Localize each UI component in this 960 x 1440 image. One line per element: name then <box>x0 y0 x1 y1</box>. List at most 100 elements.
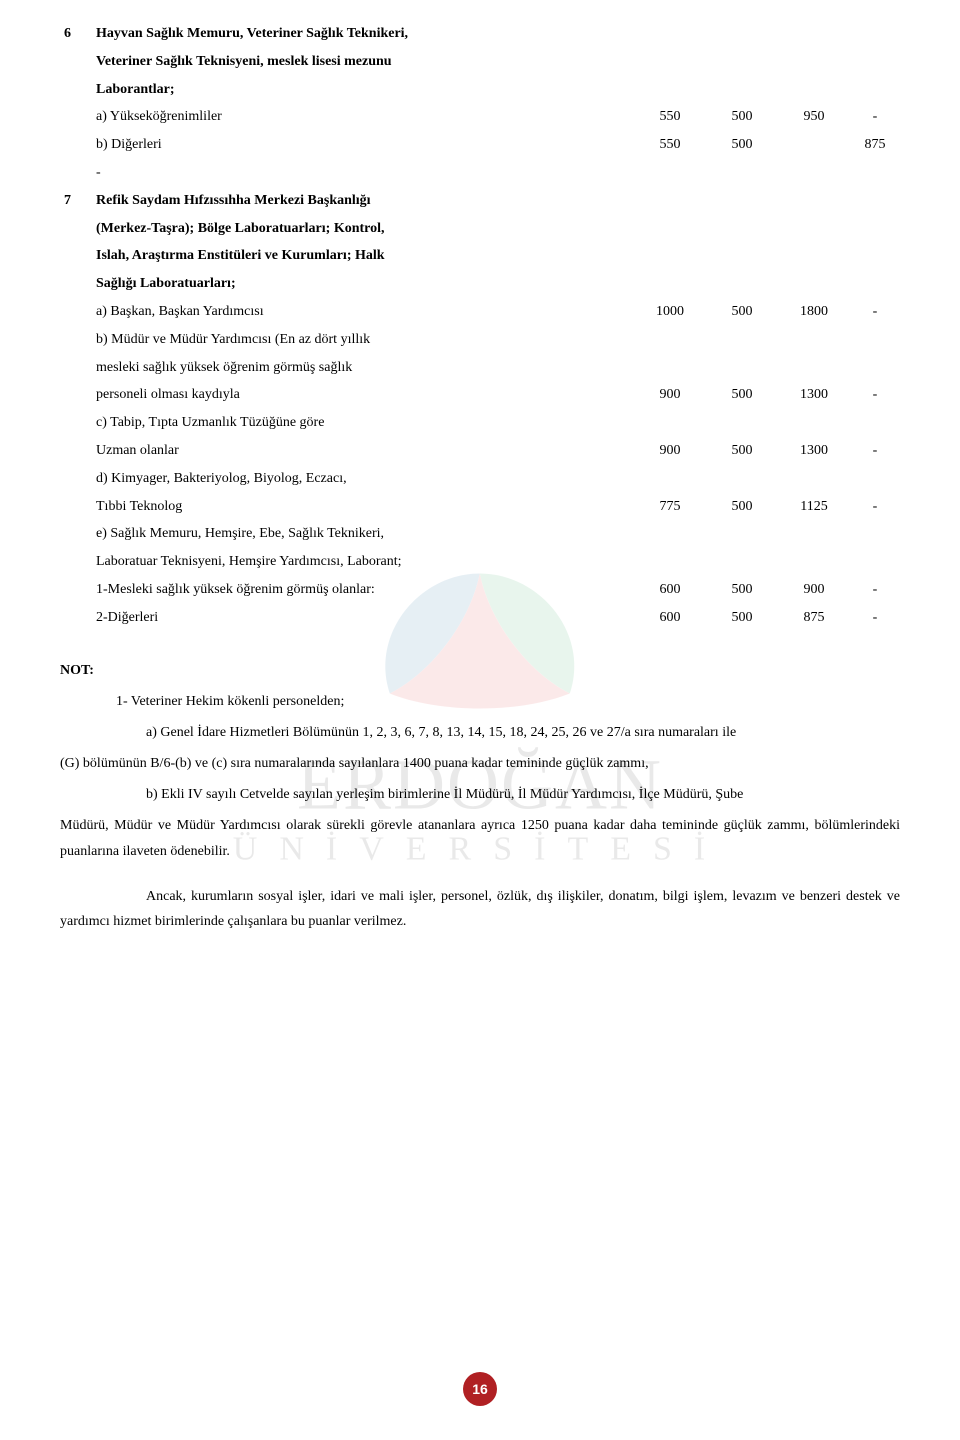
row-index <box>60 409 92 437</box>
row-value <box>634 20 706 48</box>
notes-line-a: a) Genel İdare Hizmetleri Bölümünün 1, 2… <box>60 720 900 745</box>
notes-line-1: 1- Veteriner Hekim kökenli personelden; <box>60 689 900 714</box>
row-value <box>706 20 778 48</box>
row-value <box>634 354 706 382</box>
row-value <box>706 187 778 215</box>
row-index <box>60 354 92 382</box>
row-value <box>634 187 706 215</box>
table-row: a) Yükseköğrenimliler550500950- <box>60 103 900 131</box>
row-value <box>634 326 706 354</box>
table-row: c) Tabip, Tıpta Uzmanlık Tüzüğüne göre <box>60 409 900 437</box>
row-value <box>634 48 706 76</box>
row-value: - <box>850 103 900 131</box>
row-description: personeli olması kaydıyla <box>92 381 634 409</box>
row-value <box>634 270 706 298</box>
row-description: Hayvan Sağlık Memuru, Veteriner Sağlık T… <box>92 20 634 48</box>
table-row: b) Diğerleri550500875 <box>60 131 900 159</box>
row-value <box>778 520 850 548</box>
row-index: 7 <box>60 187 92 215</box>
table-row: mesleki sağlık yüksek öğrenim görmüş sağ… <box>60 354 900 382</box>
row-value <box>778 131 850 159</box>
row-value: - <box>850 604 900 632</box>
row-index <box>60 242 92 270</box>
row-description: Uzman olanlar <box>92 437 634 465</box>
table-row: b) Müdür ve Müdür Yardımcısı (En az dört… <box>60 326 900 354</box>
row-description: - <box>92 159 634 187</box>
row-index <box>60 437 92 465</box>
page-content: 6Hayvan Sağlık Memuru, Veteriner Sağlık … <box>60 20 900 934</box>
row-value: - <box>850 493 900 521</box>
row-value <box>706 326 778 354</box>
row-value: 500 <box>706 103 778 131</box>
table-row: e) Sağlık Memuru, Hemşire, Ebe, Sağlık T… <box>60 520 900 548</box>
table-row: d) Kimyager, Bakteriyolog, Biyolog, Ecza… <box>60 465 900 493</box>
row-index <box>60 215 92 243</box>
notes-line-b2: Müdürü, Müdür ve Müdür Yardımcısı olarak… <box>60 813 900 863</box>
row-value: - <box>850 437 900 465</box>
row-value: - <box>850 298 900 326</box>
row-description: Tıbbi Teknolog <box>92 493 634 521</box>
row-description: e) Sağlık Memuru, Hemşire, Ebe, Sağlık T… <box>92 520 634 548</box>
row-value <box>706 242 778 270</box>
row-value: 875 <box>778 604 850 632</box>
table-row: 2-Diğerleri600500875- <box>60 604 900 632</box>
row-value <box>706 520 778 548</box>
row-value: 1300 <box>778 381 850 409</box>
row-value <box>778 48 850 76</box>
row-value <box>778 159 850 187</box>
table-row: Laboratuar Teknisyeni, Hemşire Yardımcıs… <box>60 548 900 576</box>
row-value <box>850 76 900 104</box>
row-description: a) Başkan, Başkan Yardımcısı <box>92 298 634 326</box>
row-value: 500 <box>706 131 778 159</box>
notes-line-a2: (G) bölümünün B/6-(b) ve (c) sıra numara… <box>60 751 900 776</box>
row-value <box>706 76 778 104</box>
row-value <box>850 48 900 76</box>
row-value <box>778 242 850 270</box>
row-index <box>60 159 92 187</box>
row-value <box>706 270 778 298</box>
notes-para2: Ancak, kurumların sosyal işler, idari ve… <box>60 884 900 934</box>
row-value <box>706 548 778 576</box>
row-description: Sağlığı Laboratuarları; <box>92 270 634 298</box>
row-index <box>60 48 92 76</box>
salary-table: 6Hayvan Sağlık Memuru, Veteriner Sağlık … <box>60 20 900 632</box>
table-row: personeli olması kaydıyla9005001300- <box>60 381 900 409</box>
row-description: Laborantlar; <box>92 76 634 104</box>
row-index <box>60 103 92 131</box>
table-row: 1-Mesleki sağlık yüksek öğrenim görmüş o… <box>60 576 900 604</box>
row-description: b) Diğerleri <box>92 131 634 159</box>
row-value: 900 <box>634 437 706 465</box>
row-value: 950 <box>778 103 850 131</box>
row-index <box>60 381 92 409</box>
page-number-badge: 16 <box>463 1372 497 1406</box>
row-value <box>634 465 706 493</box>
row-value: - <box>850 381 900 409</box>
row-description: d) Kimyager, Bakteriyolog, Biyolog, Ecza… <box>92 465 634 493</box>
row-value <box>850 20 900 48</box>
row-value <box>850 215 900 243</box>
row-value <box>706 215 778 243</box>
row-value: 500 <box>706 604 778 632</box>
row-value: 775 <box>634 493 706 521</box>
row-value <box>850 354 900 382</box>
row-index <box>60 548 92 576</box>
row-description: Laboratuar Teknisyeni, Hemşire Yardımcıs… <box>92 548 634 576</box>
table-row: a) Başkan, Başkan Yardımcısı10005001800- <box>60 298 900 326</box>
row-index <box>60 131 92 159</box>
row-value <box>706 465 778 493</box>
row-value <box>634 242 706 270</box>
row-value <box>850 409 900 437</box>
row-value <box>778 76 850 104</box>
row-value <box>850 270 900 298</box>
table-row: - <box>60 159 900 187</box>
row-value <box>706 409 778 437</box>
row-index <box>60 576 92 604</box>
row-value: 500 <box>706 576 778 604</box>
row-index <box>60 493 92 521</box>
row-description: 1-Mesleki sağlık yüksek öğrenim görmüş o… <box>92 576 634 604</box>
row-index <box>60 604 92 632</box>
row-value: 500 <box>706 381 778 409</box>
row-value <box>778 270 850 298</box>
table-row: 6Hayvan Sağlık Memuru, Veteriner Sağlık … <box>60 20 900 48</box>
row-value: 1800 <box>778 298 850 326</box>
